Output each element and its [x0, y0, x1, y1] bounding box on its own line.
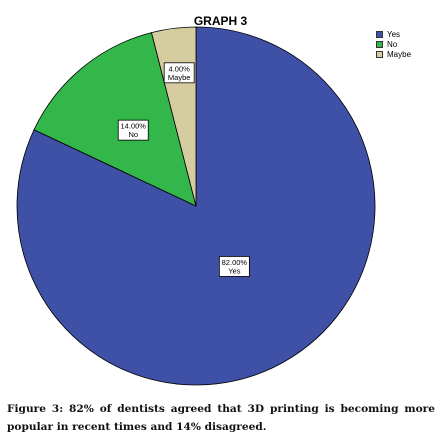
data-label-category: Maybe	[168, 73, 191, 82]
pie-chart: 82.00%Yes 14.00%No 4.00%Maybe	[16, 26, 376, 386]
chart-title: GRAPH 3	[193, 14, 248, 28]
legend: Yes No Maybe	[376, 29, 411, 59]
data-label-value: 4.00%	[169, 64, 191, 73]
legend-label: Maybe	[387, 49, 412, 59]
legend-swatch	[376, 30, 383, 38]
legend-item-yes: Yes	[376, 29, 411, 39]
data-label-category: No	[128, 130, 138, 139]
data-label-maybe: 4.00%Maybe	[163, 62, 195, 84]
data-label-category: Yes	[228, 266, 240, 275]
legend-item-no: No	[376, 39, 411, 49]
pie-slice-yes	[16, 26, 376, 386]
pie-labels: 82.00%Yes 14.00%No 4.00%Maybe	[117, 62, 250, 277]
data-label-value: 14.00%	[121, 122, 147, 131]
legend-label: Yes	[387, 29, 401, 39]
legend-swatch	[376, 40, 383, 48]
data-label-no: 14.00%No	[117, 119, 149, 141]
data-label-yes: 82.00%Yes	[218, 256, 250, 277]
figure-caption: Figure 3: 82% of dentists agreed that 3D…	[7, 403, 435, 433]
legend-item-maybe: Maybe	[376, 49, 411, 59]
pie-slices	[16, 26, 376, 386]
legend-label: No	[387, 39, 398, 49]
legend-swatch	[376, 50, 383, 58]
data-label-value: 82.00%	[222, 258, 248, 267]
pie-slice-no	[33, 32, 197, 207]
